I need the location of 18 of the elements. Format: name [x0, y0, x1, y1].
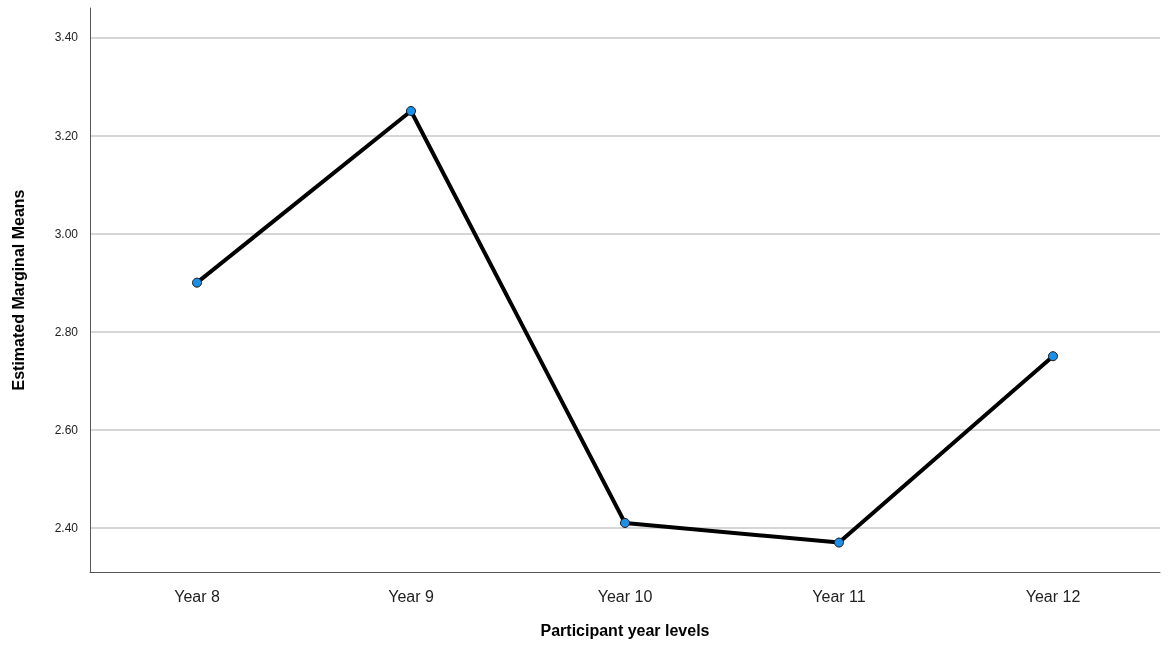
- x-axis-title: Participant year levels: [540, 621, 710, 639]
- point: [406, 105, 416, 116]
- y-tick-label: 2.80: [54, 324, 79, 339]
- y-axis-title: Estimated Marginal Means: [9, 189, 27, 391]
- y-tick-label: 3.20: [54, 128, 79, 143]
- x-tick-label: Year 11: [812, 587, 866, 605]
- y-tick-label: 2.40: [54, 520, 79, 535]
- point: [1048, 351, 1058, 362]
- x-tick-label: Year 10: [597, 587, 653, 605]
- point: [834, 537, 844, 548]
- x-tick-label: Year 12: [1025, 587, 1081, 605]
- y-tick-label: 2.60: [54, 422, 79, 437]
- y-tick-label: 3.00: [54, 226, 79, 241]
- point: [192, 277, 202, 288]
- point: [620, 517, 630, 528]
- x-tick-label: Year 9: [388, 587, 434, 605]
- x-tick-label: Year 8: [174, 587, 220, 605]
- y-tick-label: 3.40: [54, 30, 79, 45]
